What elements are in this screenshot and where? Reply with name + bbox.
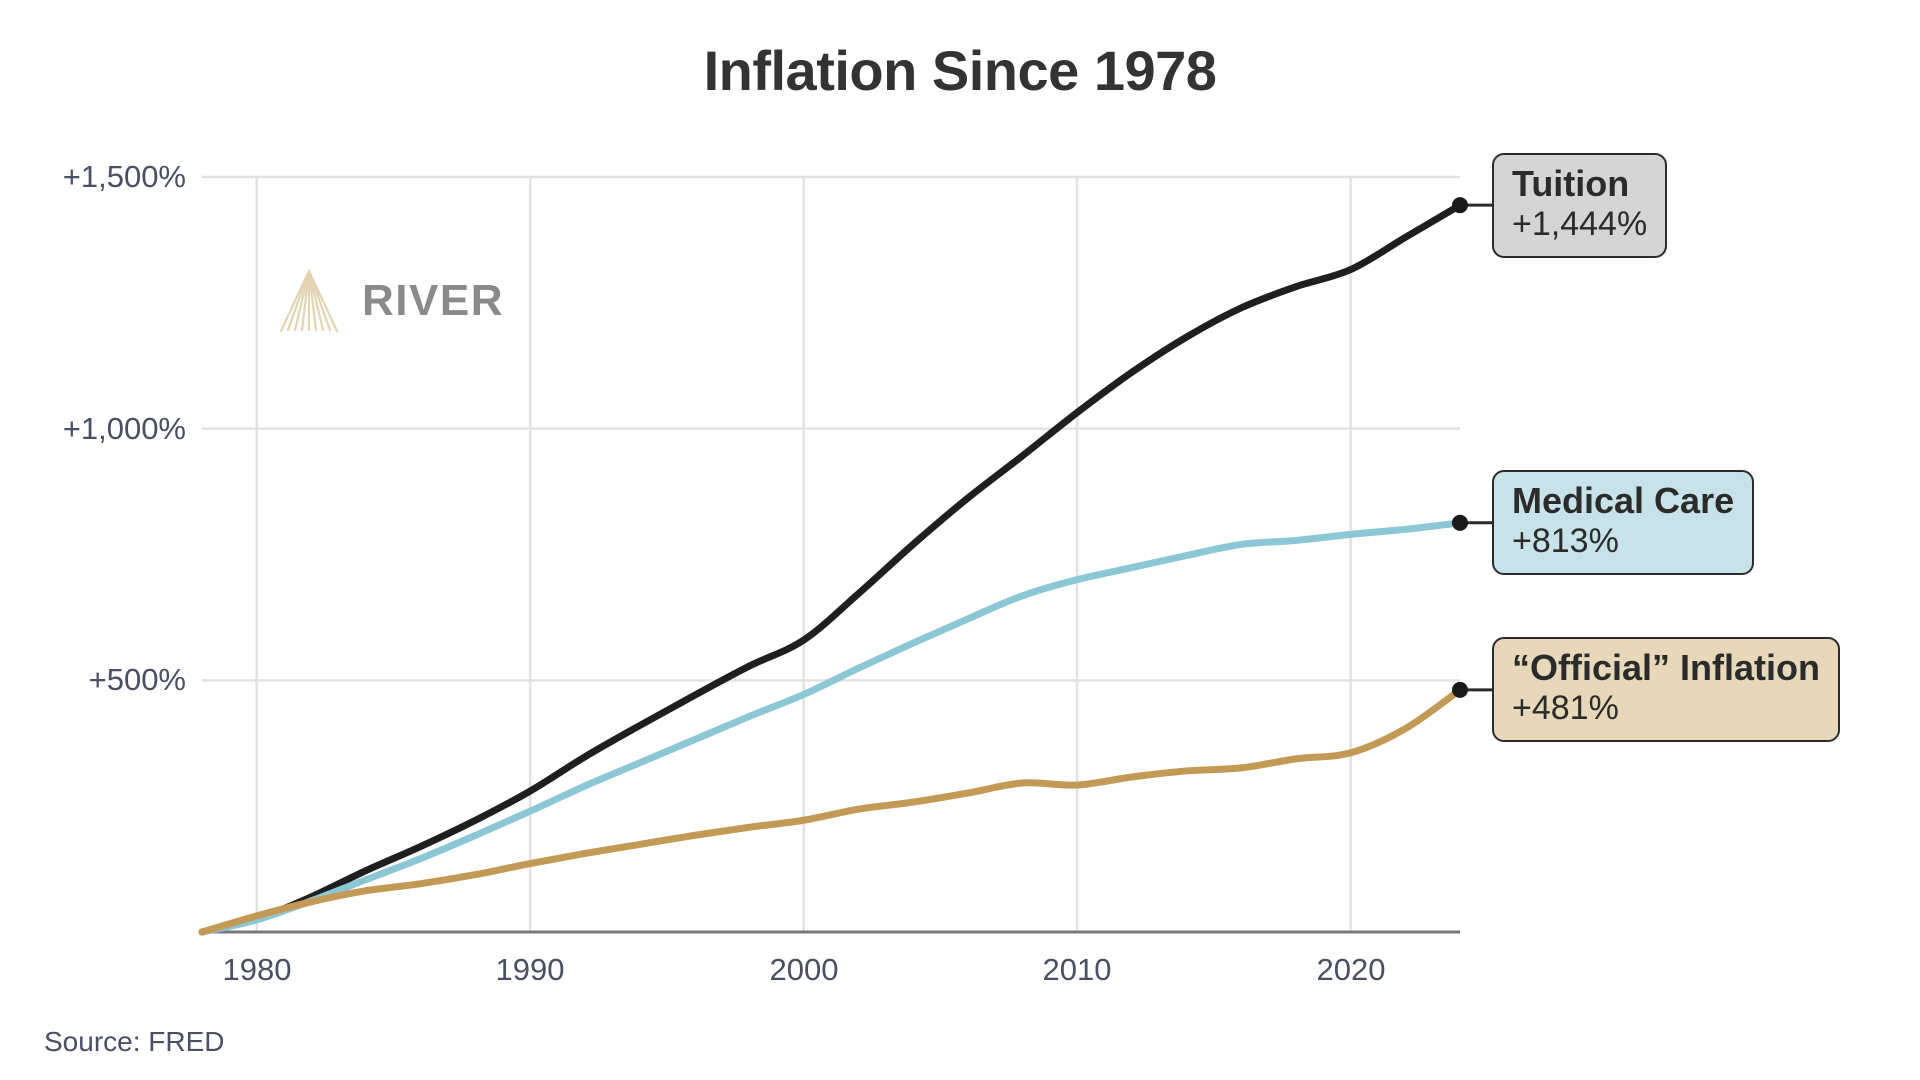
series-label-name: Medical Care <box>1512 480 1735 521</box>
series-label-value: +1,444% <box>1512 204 1648 243</box>
source-note: Source: FRED <box>44 1026 225 1057</box>
x-tick-label: 2020 <box>1316 952 1386 987</box>
series-label-value: +481% <box>1512 688 1619 727</box>
series-label-name: Tuition <box>1512 163 1630 204</box>
y-tick-label: +1,500% <box>62 159 186 194</box>
series-label-value: +813% <box>1512 521 1619 560</box>
y-tick-label: +1,000% <box>62 411 186 446</box>
x-tick-label: 2010 <box>1042 952 1112 987</box>
x-tick-label: 2000 <box>769 952 839 987</box>
label-connectors <box>1452 197 1492 698</box>
series-label-name: “Official” Inflation <box>1512 647 1821 688</box>
x-tick-label: 1990 <box>495 952 565 987</box>
gridlines <box>202 175 1460 932</box>
x-tick-label: 1980 <box>222 952 292 987</box>
series-lines <box>198 201 1464 936</box>
river-watermark: RIVER <box>278 268 504 334</box>
series-label-official-inflation: “Official” Inflation +481% <box>1492 637 1841 743</box>
river-watermark-text: RIVER <box>362 276 504 325</box>
series-label-tuition: Tuition +1,444% <box>1492 153 1668 259</box>
river-fan-logo-icon <box>279 269 339 333</box>
page-title: Inflation Since 1978 <box>703 39 1217 102</box>
series-label-medical-care: Medical Care +813% <box>1492 470 1755 576</box>
y-tick-label: +500% <box>88 662 186 697</box>
